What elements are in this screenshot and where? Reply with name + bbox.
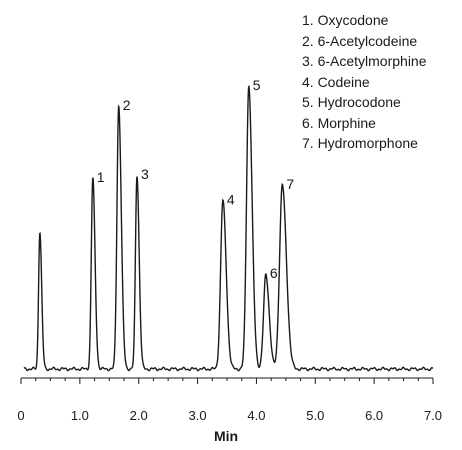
x-tick-label: 0	[17, 408, 24, 423]
peak-label: 1	[97, 169, 105, 185]
x-tick-label: 3.0	[189, 408, 207, 423]
x-axis-label: Min	[214, 428, 238, 444]
peak-label: 5	[253, 77, 261, 93]
peak-label: 2	[123, 97, 131, 113]
x-tick-label: 6.0	[365, 408, 383, 423]
legend-item-6-acetylmorphine: 3. 6-Acetylmorphine	[302, 53, 427, 69]
legend-item-hydromorphone: 7. Hydromorphone	[302, 135, 418, 151]
x-tick-label: 4.0	[247, 408, 265, 423]
legend-item-oxycodone: 1. Oxycodone	[302, 12, 389, 28]
legend: 1. Oxycodone 2. 6-Acetylcodeine 3. 6-Ace…	[302, 10, 427, 154]
x-tick-label: 2.0	[130, 408, 148, 423]
legend-item-codeine: 4. Codeine	[302, 73, 370, 90]
x-tick-label: 7.0	[424, 408, 442, 423]
x-axis: 0 1.0 2.0 3.0 4.0 5.0 6.0 7.0	[17, 377, 442, 423]
x-tick-label: 1.0	[71, 408, 89, 423]
peak-label: 3	[141, 166, 149, 182]
chromatogram-trace	[23, 84, 434, 372]
legend-item-morphine: 6. Morphine	[302, 114, 376, 131]
peak-labels: 1 2 3 4 5 6 7	[97, 77, 295, 281]
peak-label: 4	[227, 192, 235, 208]
peak-label: 6	[270, 265, 278, 281]
legend-item-hydrocodone: 5. Hydrocodone	[302, 94, 401, 110]
x-tick-label: 5.0	[306, 408, 324, 423]
peak-label: 7	[286, 176, 294, 192]
legend-item-6-acetylcodeine: 2. 6-Acetylcodeine	[302, 32, 418, 49]
